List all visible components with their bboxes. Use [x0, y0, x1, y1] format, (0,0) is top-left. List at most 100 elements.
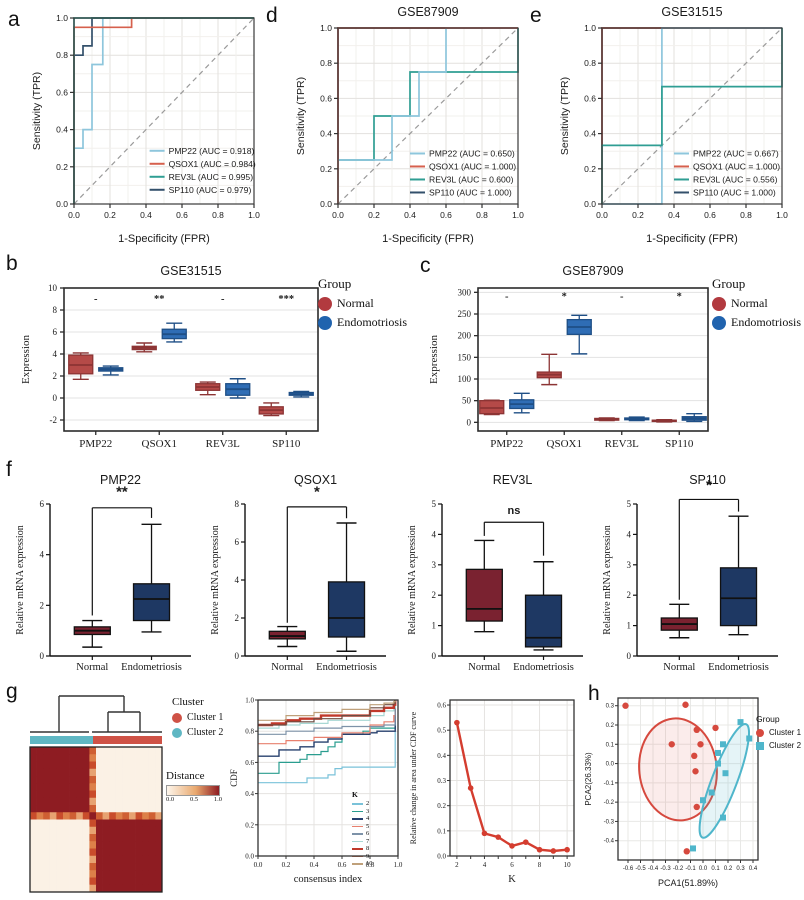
lg-b-label: Normal: [337, 296, 374, 310]
lg-c-item-0: Normal: [712, 296, 801, 311]
k-line-swatch: [352, 840, 363, 842]
lg-cluster-item-0: Cluster 1: [172, 712, 223, 723]
distance-title: Distance: [166, 770, 205, 782]
svg-text:QSOX1: QSOX1: [294, 473, 337, 487]
svg-text:10: 10: [564, 861, 572, 869]
lg-pca-title: Group: [756, 714, 780, 724]
svg-text:0.2: 0.2: [632, 210, 644, 220]
svg-text:1.0: 1.0: [56, 13, 68, 23]
svg-text:-0.5: -0.5: [635, 866, 646, 872]
panel-f-box-pmp22: 0 2 4 6 ** Normal Endometriosis PMP22 Relative m…: [12, 470, 199, 685]
distance-tick: 1.0: [213, 796, 222, 803]
svg-text:REV3L (AUC = 0.600): REV3L (AUC = 0.600): [429, 174, 514, 184]
svg-text:Normal: Normal: [663, 662, 695, 673]
svg-text:0.8: 0.8: [740, 210, 752, 220]
k-line-swatch: [352, 803, 363, 805]
svg-text:0.2: 0.2: [368, 210, 380, 220]
lg-b-label: Endomotriosis: [337, 315, 408, 329]
svg-text:0.4: 0.4: [245, 790, 254, 798]
svg-text:REV3L (AUC = 0.995): REV3L (AUC = 0.995): [169, 172, 254, 182]
pca-group-legend: Group Cluster 1 Cluster 2: [756, 714, 801, 754]
panel-h-pca-chart: -0.6 -0.5 -0.4 -0.3 -0.2 -0.1 0.0 0.1 0.2 0.3 0.4-…: [582, 686, 764, 899]
svg-text:K: K: [508, 874, 516, 885]
k-legend-item: 8: [352, 845, 373, 853]
circle-swatch: [318, 296, 332, 311]
svg-text:GSE87909: GSE87909: [562, 264, 623, 278]
panel-d-roc-chart: 0.0 0.0 0.2 0.2 0.4 0.4 0.6 0.6 0.8 0.8 1.0 1.0 1-Sp…: [292, 2, 528, 253]
panel-label-e: e: [530, 4, 542, 27]
svg-text:SP110 (AUC = 1.000): SP110 (AUC = 1.000): [693, 187, 776, 197]
svg-text:-0.4: -0.4: [648, 866, 659, 872]
svg-text:0.0: 0.0: [606, 762, 615, 768]
svg-text:4: 4: [40, 550, 45, 560]
svg-text:8: 8: [538, 861, 542, 869]
svg-text:0.4: 0.4: [310, 861, 319, 869]
k-value-label: 8: [366, 845, 370, 852]
svg-text:4: 4: [235, 575, 240, 585]
svg-text:Relative mRNA expression: Relative mRNA expression: [602, 525, 613, 634]
svg-text:3: 3: [432, 560, 437, 570]
svg-text:***: ***: [278, 294, 294, 305]
circle-swatch: [712, 315, 726, 330]
svg-text:0.6: 0.6: [584, 93, 596, 103]
svg-text:0.4: 0.4: [749, 866, 758, 872]
svg-text:Expression: Expression: [20, 335, 32, 384]
circle-swatch: [172, 727, 182, 738]
svg-text:-0.4: -0.4: [604, 839, 615, 845]
svg-text:*: *: [562, 292, 567, 303]
svg-text:0.2: 0.2: [104, 210, 116, 220]
k-legend-item: 10: [352, 860, 373, 868]
panel-g-delta-area-chart: 2 4 6 8 10 0.0 0.1 0.2 0.3 0.4 0.5 0.6 K Relative cha…: [406, 686, 584, 900]
svg-text:2: 2: [235, 613, 240, 623]
svg-text:PMP22 (AUC = 0.918): PMP22 (AUC = 0.918): [169, 146, 255, 156]
svg-text:2: 2: [40, 600, 45, 610]
lg-c-item-1: Endomotriosis: [712, 315, 801, 330]
svg-text:0.6: 0.6: [437, 702, 446, 710]
svg-text:-: -: [221, 294, 225, 305]
panel-label-g: g: [6, 680, 18, 703]
svg-text:ns: ns: [507, 505, 520, 517]
svg-text:0.3: 0.3: [437, 777, 446, 785]
svg-text:0.0: 0.0: [332, 210, 344, 220]
svg-text:0.6: 0.6: [56, 87, 68, 97]
svg-text:**: **: [116, 484, 128, 501]
svg-text:1.0: 1.0: [245, 697, 254, 705]
svg-text:1-Specificity (FPR): 1-Specificity (FPR): [382, 233, 474, 245]
svg-text:0.0: 0.0: [596, 210, 608, 220]
svg-text:-0.1: -0.1: [604, 781, 615, 787]
lg-pca-item-1: Cluster 2: [756, 741, 801, 750]
svg-text:Endometriosis: Endometriosis: [316, 662, 377, 673]
svg-text:0.4: 0.4: [140, 210, 152, 220]
svg-text:1-Specificity (FPR): 1-Specificity (FPR): [118, 233, 210, 245]
svg-text:-: -: [505, 292, 509, 303]
svg-text:0.2: 0.2: [245, 821, 254, 829]
svg-text:-0.3: -0.3: [660, 866, 671, 872]
k-value-label: 2: [366, 800, 370, 807]
svg-text:0.6: 0.6: [440, 210, 452, 220]
svg-text:QSOX1: QSOX1: [142, 438, 177, 450]
svg-text:2: 2: [455, 861, 459, 869]
svg-text:6: 6: [53, 327, 58, 337]
k-line-swatch: [352, 855, 363, 857]
svg-text:*: *: [706, 477, 712, 494]
panel-label-a: a: [8, 8, 20, 31]
svg-text:0.1: 0.1: [606, 742, 615, 748]
svg-text:0.0: 0.0: [584, 199, 596, 209]
k-line-swatch: [352, 847, 363, 850]
svg-text:REV3L: REV3L: [605, 438, 640, 450]
svg-text:8: 8: [53, 305, 58, 315]
svg-text:0: 0: [235, 651, 240, 661]
svg-text:Normal: Normal: [468, 662, 500, 673]
k-value-label: 9: [366, 852, 370, 860]
cluster-legend: Cluster Cluster 1 Cluster 2: [172, 696, 223, 742]
lg-b-item-1: Endomotriosis: [318, 315, 407, 330]
svg-text:-0.2: -0.2: [673, 866, 684, 872]
svg-text:-0.6: -0.6: [623, 866, 634, 872]
svg-text:PMP22 (AUC = 0.667): PMP22 (AUC = 0.667): [693, 148, 779, 158]
lg-cluster-item-1: Cluster 2: [172, 727, 223, 738]
svg-text:2: 2: [432, 590, 437, 600]
svg-text:Sensitivity (TPR): Sensitivity (TPR): [31, 72, 43, 150]
panel-label-b: b: [6, 252, 18, 275]
svg-text:GSE31515: GSE31515: [160, 264, 221, 278]
svg-text:SP110: SP110: [272, 438, 301, 450]
